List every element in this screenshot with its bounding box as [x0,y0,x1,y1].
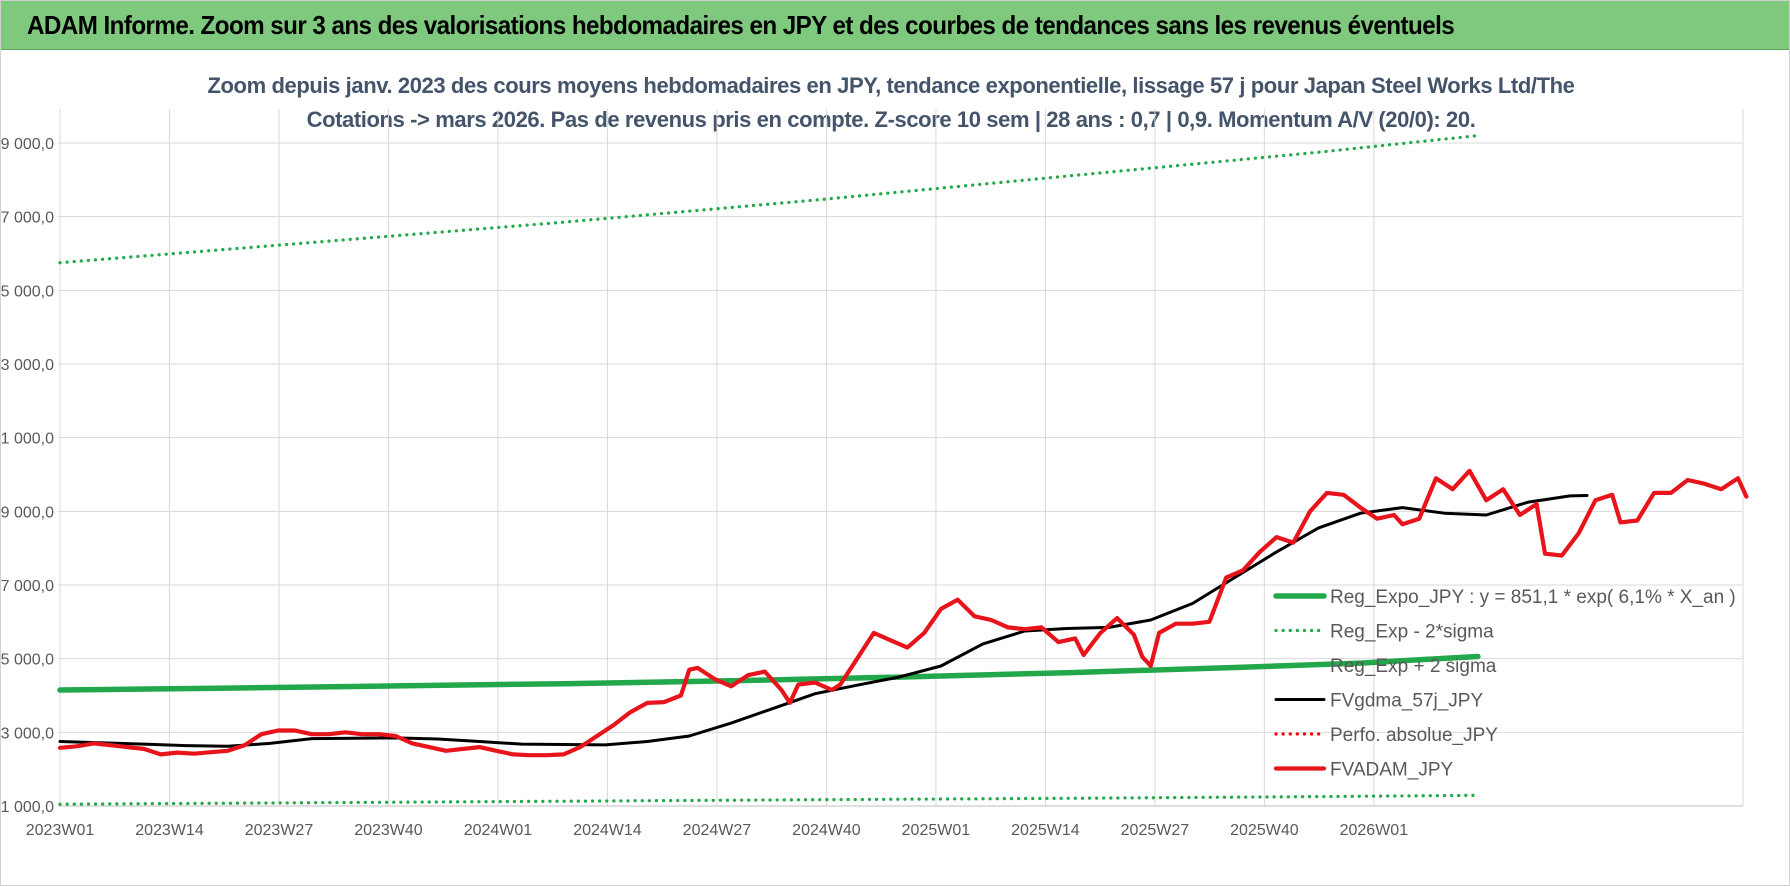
legend: Reg_Expo_JPY : y = 851,1 * exp( 6,1% * X… [1273,587,1736,781]
grid-lines [58,109,1744,807]
report-title: ADAM Informe. Zoom sur 3 ans des valoris… [27,10,1455,40]
series-lines [57,134,1749,806]
legend-label-reg-exp-2-sigma: Reg_Exp + 2 sigma [1330,656,1497,677]
series-line-reg-exp-2-sigma [58,793,1480,806]
report-banner: ADAM Informe. Zoom sur 3 ans des valoris… [1,1,1789,50]
x-tick-label: 2024W40 [792,822,861,839]
x-tick-label: 2023W01 [26,822,95,839]
y-tick-label: 17 000,0 [1,210,54,227]
series-line-fvgdma-57j-jpy [58,494,1589,748]
x-tick-label: 2023W14 [135,822,204,839]
x-tick-label: 2024W27 [683,822,752,839]
legend-label-perfo-absolue-jpy: Perfo. absolue_JPY [1330,725,1498,746]
x-tick-label: 2026W01 [1340,822,1409,839]
y-tick-label: 13 000,0 [1,357,54,374]
y-tick-label: 9 000,0 [1,504,54,521]
x-tick-label: 2025W14 [1011,822,1080,839]
x-tick-label: 2025W01 [902,822,971,839]
x-tick-label: 2024W14 [573,822,642,839]
legend-label-reg-exp-2-sigma: Reg_Exp - 2*sigma [1330,622,1494,643]
x-tick-label: 2023W40 [354,822,423,839]
x-tick-label: 2023W27 [245,822,314,839]
legend-label-reg-expo-jpy-y-851-1-exp-6-1-x-an: Reg_Expo_JPY : y = 851,1 * exp( 6,1% * X… [1330,587,1736,608]
legend-label-fvadam-jpy: FVADAM_JPY [1330,760,1454,781]
series-line-fvadam-jpy [57,468,1749,758]
chart-title-line-1: Zoom depuis janv. 2023 des cours moyens … [207,73,1575,98]
legend-label-fvgdma-57j-jpy: FVgdma_57j_JPY [1330,691,1483,712]
y-tick-label: 5 000,0 [1,652,54,669]
x-tick-label: 2025W40 [1230,822,1299,839]
y-tick-label: 15 000,0 [1,283,54,300]
y-tick-label: 7 000,0 [1,578,54,595]
y-tick-label: 19 000,0 [1,136,54,153]
axes: 1 000,0 3 000,0 5 000,0 7 000,0 9 000,0 11 00… [1,136,1743,839]
x-tick-label: 2025W27 [1121,822,1190,839]
y-tick-label: 11 000,0 [1,431,54,448]
x-tick-label: 2024W01 [464,822,533,839]
y-tick-label: 3 000,0 [1,725,54,742]
y-tick-label: 1 000,0 [1,799,54,816]
chart-title-line-2: Cotations -> mars 2026. Pas de revenus p… [306,107,1476,132]
series-line-reg-exp-2-sigma [58,134,1480,265]
